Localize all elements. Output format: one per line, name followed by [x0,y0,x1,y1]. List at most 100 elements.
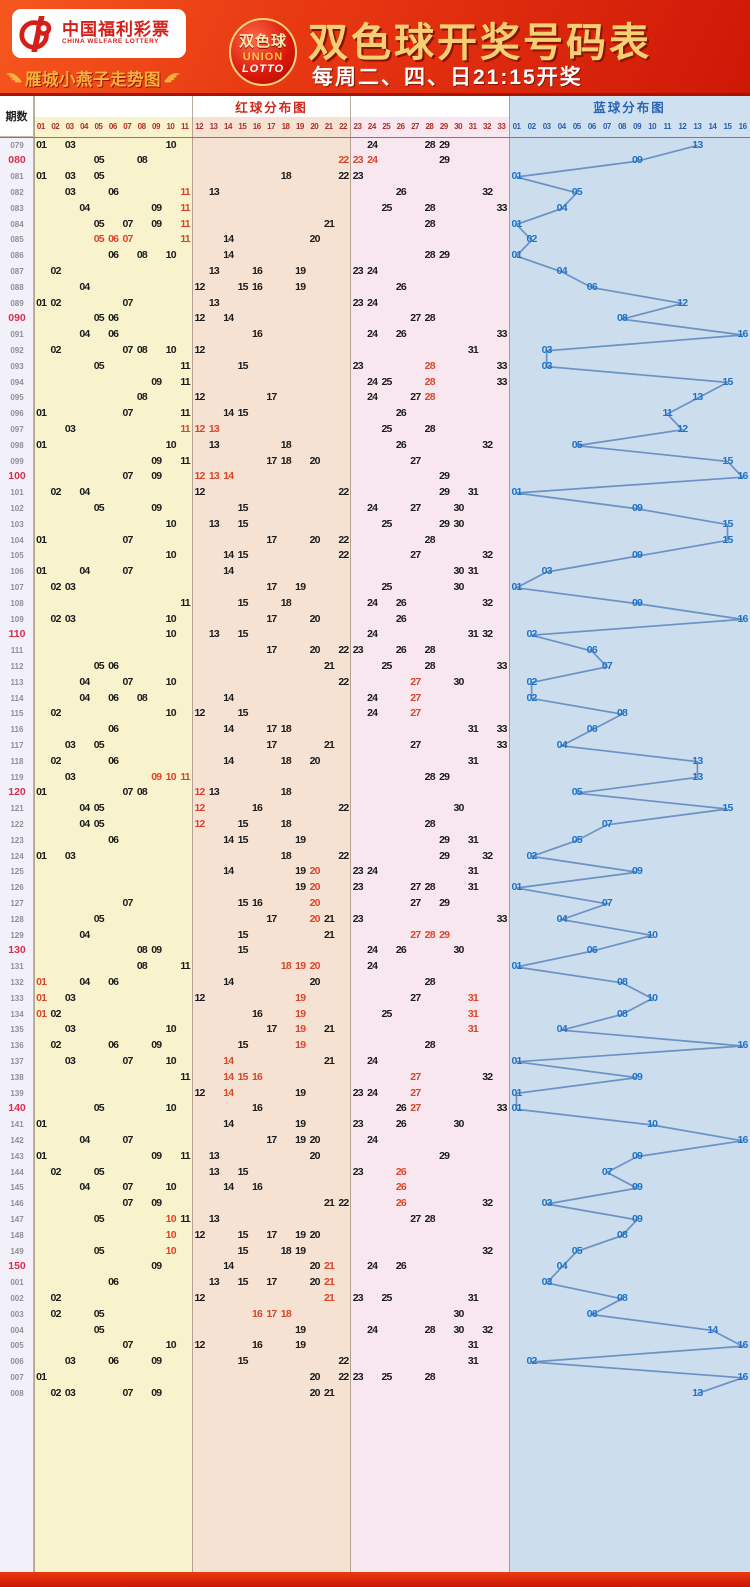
period-label: 080 [8,154,26,167]
period-label: 115 [10,709,24,719]
red-ball: 09 [151,1039,162,1052]
period-column-header: 期数 [0,96,34,137]
red-ball: 14 [223,833,234,846]
red-ball: 32 [482,185,493,198]
red-ball: 27 [410,675,421,688]
red-ball: 23 [352,264,364,277]
red-ball: 03 [64,991,76,1004]
red-ball: 11 [180,454,190,467]
red-ball: 13 [208,1276,220,1289]
red-ball: 02 [50,754,62,767]
blue-ball: 02 [526,628,538,641]
blue-ball: 04 [556,1023,568,1036]
period-label: 112 [10,661,24,671]
red-ball: 19 [295,1118,306,1131]
red-column-header: 14 [224,122,232,131]
blue-ball: 16 [737,1370,749,1383]
red-ball: 28 [424,928,436,941]
red-ball: 28 [424,217,436,230]
blue-ball: 15 [722,802,733,815]
red-ball: 20 [309,865,321,878]
period-label: 095 [10,393,24,403]
red-ball: 10 [165,1181,177,1194]
red-ball: 08 [136,154,148,167]
red-ball: 11 [180,359,190,372]
red-ball: 10 [165,1212,177,1225]
red-column-header: 22 [339,122,348,131]
red-ball: 19 [295,1323,306,1336]
red-ball: 20 [309,1370,321,1383]
red-ball: 23 [352,170,364,183]
red-ball: 29 [439,138,450,151]
blue-ball: 02 [526,233,538,246]
red-ball: 14 [223,549,234,562]
red-ball: 27 [410,896,421,909]
red-ball: 10 [165,707,177,720]
red-ball: 18 [280,170,292,183]
red-ball: 24 [367,264,378,277]
red-ball: 07 [122,343,133,356]
red-ball: 23 [352,1165,364,1178]
red-ball: 26 [395,1102,407,1115]
red-ball: 17 [266,580,277,593]
period-label: 134 [10,1009,24,1019]
red-ball: 03 [64,170,76,183]
blue-ball: 13 [692,391,703,404]
red-ball: 29 [439,517,450,530]
red-column-header: 06 [108,122,117,131]
red-ball: 19 [295,1244,306,1257]
red-ball: 03 [64,612,76,625]
red-ball: 09 [151,1386,162,1399]
blue-ball: 09 [632,501,643,514]
red-ball: 26 [395,185,407,198]
period-label: 099 [10,456,24,466]
red-ball: 14 [223,865,234,878]
red-ball: 30 [453,675,464,688]
period-label: 145 [10,1183,24,1193]
red-ball: 01 [36,975,47,988]
red-ball: 14 [223,723,234,736]
period-label: 147 [10,1214,24,1224]
red-ball: 18 [280,960,292,973]
red-ball: 23 [352,865,364,878]
period-label: 090 [8,312,26,325]
period-label: 094 [10,377,24,387]
red-column-header: 04 [80,122,88,131]
blue-ball: 01 [511,217,522,230]
red-ball: 01 [36,407,47,420]
blue-ball: 06 [586,280,598,293]
red-ball: 31 [467,628,479,641]
red-ball: 26 [395,612,407,625]
period-label: 092 [10,345,24,355]
red-ball: 12 [194,312,205,325]
red-ball: 01 [36,296,47,309]
red-ball: 30 [453,1118,464,1131]
red-ball: 10 [165,1244,177,1257]
red-ball: 27 [410,454,421,467]
red-ball: 15 [237,1276,249,1289]
red-ball: 15 [237,1039,249,1052]
red-ball: 14 [223,1118,234,1131]
period-label: 084 [10,219,24,229]
red-ball: 01 [36,533,47,546]
red-ball: 19 [295,991,306,1004]
red-ball: 02 [50,580,62,593]
period-label: 144 [10,1167,24,1177]
red-column-header: 02 [51,122,60,131]
blue-ball: 02 [526,691,538,704]
red-ball: 15 [237,707,249,720]
red-ball: 28 [424,1370,436,1383]
blue-ball: 06 [586,1307,598,1320]
blue-header-strip [509,117,750,138]
red-header-strip-2 [192,117,351,138]
red-ball: 01 [36,170,47,183]
red-ball: 15 [237,280,249,293]
red-ball: 13 [208,1212,220,1225]
period-label: 102 [10,503,24,513]
period-label: 004 [10,1325,24,1335]
red-ball: 08 [136,691,148,704]
red-ball: 20 [309,1260,321,1273]
red-column-header: 26 [396,122,405,131]
blue-column-header: 16 [738,122,747,131]
red-ball: 07 [122,296,133,309]
